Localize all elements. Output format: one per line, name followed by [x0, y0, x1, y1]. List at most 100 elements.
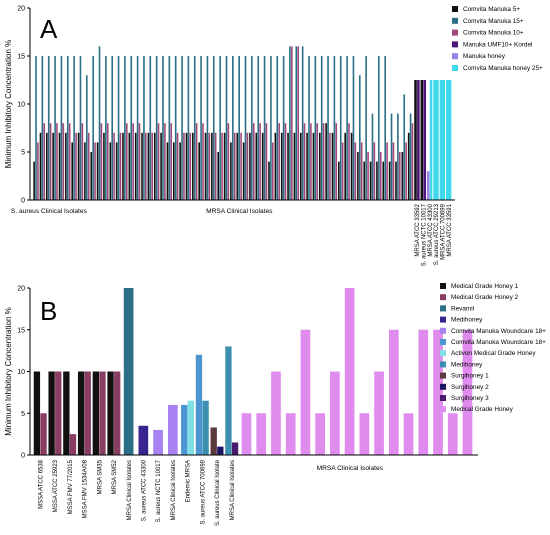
legend-entry: Comvita Manuka 10+	[463, 30, 524, 37]
x-tick-label: MRSA Clinical Isolates	[230, 460, 236, 520]
bar-medical-grade-honey-22	[359, 413, 370, 455]
bar-medical-grade-honey-16	[271, 371, 281, 455]
bar-comvita-manuka-10-35	[259, 123, 261, 200]
bar-comvita-manuka-15-43	[308, 56, 310, 200]
bar-comvita-manuka-5-8	[84, 142, 86, 200]
bar-comvita-manuka-10-53	[373, 142, 376, 200]
bar-comvita-manuka-5-30	[223, 132, 226, 200]
bar-comvita-manuka-15-32	[238, 56, 240, 200]
bar-comvita-manuka-15-57	[397, 113, 399, 200]
bar-comvita-manuka-15-6	[73, 56, 75, 200]
bar-comvita-manuka-5-27	[204, 132, 207, 200]
bar-comvita-manuka-woundcare-18-9	[167, 404, 178, 455]
bar-comvita-manuka-5-44	[312, 132, 315, 200]
x-tick-label: S. aureus ATCC 43300	[142, 459, 148, 521]
legend-swatch	[440, 383, 446, 390]
bar-surgihoney-3-13	[231, 442, 239, 455]
bar-comvita-manuka-5-58	[401, 152, 404, 200]
x-tick-label: S. aureus Clinical Isolate	[215, 459, 221, 526]
legend-entry: Medical Grade Honey 1	[451, 283, 519, 290]
bar-comvita-manuka-15-35	[257, 56, 260, 200]
bar-comvita-manuka-5-2	[46, 132, 48, 200]
bar-comvita-manuka-15-31	[232, 56, 234, 200]
bar-comvita-manuka-15-0	[35, 56, 37, 200]
bar-comvita-manuka-15-4	[60, 56, 63, 200]
legend-swatch	[440, 395, 446, 401]
bar-medical-grade-honey-28	[447, 413, 458, 455]
legend-swatch	[440, 339, 446, 345]
bar-comvita-manuka-5-37	[268, 161, 270, 200]
group-label: MRSA Clinical Isolates	[206, 208, 273, 215]
bar-medical-grade-honey-15	[256, 413, 267, 455]
legend-swatch	[440, 305, 446, 312]
bar-medical-grade-honey-2-4	[99, 371, 106, 455]
bar-comvita-manuka-10-4	[62, 123, 65, 200]
bar-comvita-manuka-5-16	[134, 132, 137, 200]
bar-comvita-manuka-10-44	[316, 123, 319, 200]
x-tick-label: MRSA ATCC 33592	[415, 203, 421, 256]
bar-comvita-manuka-15-9	[92, 56, 94, 200]
bar-comvita-manuka-10-6	[75, 132, 77, 200]
legend-entry: Comvita Manuka honey 25+	[463, 65, 543, 72]
bar-comvita-manuka-5-28	[211, 132, 213, 200]
bar-comvita-manuka-15-54	[378, 56, 380, 200]
bar-medical-grade-honey-19	[315, 413, 325, 455]
bar-comvita-manuka-10-58	[405, 142, 407, 200]
bar-manuka-honey-62	[426, 171, 430, 200]
legend-swatch	[452, 53, 458, 60]
bar-comvita-manuka-woundcare-18-11	[195, 354, 203, 455]
bar-comvita-manuka-5-38	[274, 132, 277, 200]
bar-comvita-manuka-5-40	[287, 132, 289, 200]
bar-comvita-manuka-10-30	[227, 123, 230, 200]
legend-swatch	[440, 327, 446, 334]
bar-comvita-manuka-10-11	[106, 123, 109, 200]
bar-comvita-manuka-15-42	[301, 46, 304, 201]
legend-entry: Surgihoney 1	[451, 373, 489, 380]
bar-comvita-manuka-5-59	[407, 132, 410, 200]
bar-comvita-manuka-15-38	[276, 56, 279, 200]
bar-comvita-manuka-10-50	[354, 142, 357, 200]
bar-comvita-manuka-5-19	[153, 132, 156, 200]
bar-comvita-manuka-10-52	[367, 152, 369, 200]
bar-comvita-manuka-15-15	[130, 56, 133, 200]
bar-medical-grade-honey-1-4	[92, 371, 99, 455]
bar-medihoney-13	[225, 346, 232, 455]
bar-comvita-manuka-15-16	[136, 56, 139, 200]
bar-comvita-manuka-10-18	[151, 132, 153, 200]
bar-comvita-manuka-5-51	[357, 152, 359, 200]
legend-entry: Medihoney	[451, 361, 483, 368]
bar-comvita-manuka-5-0	[33, 161, 35, 200]
bar-medical-grade-honey-1-2	[63, 371, 70, 455]
bar-comvita-manuka-10-1	[43, 123, 46, 200]
bar-comvita-manuka-10-13	[119, 132, 122, 200]
panel-b-chart: 0 5 10 15 20 Minimum Inhibitory Concentration…	[4, 283, 546, 526]
bar-comvita-manuka-15-52	[365, 56, 367, 200]
bar-comvita-manuka-10-17	[145, 132, 147, 200]
bar-comvita-manuka-15-40	[289, 46, 291, 201]
bar-comvita-manuka-15-26	[200, 56, 202, 200]
bar-comvita-manuka-15-24	[187, 56, 190, 200]
bar-comvita-manuka-5-35	[255, 132, 258, 200]
bar-comvita-manuka-10-59	[411, 123, 414, 200]
bar-comvita-manuka-10-49	[348, 123, 350, 200]
bar-comvita-manuka-5-61	[420, 80, 424, 200]
bar-comvita-manuka-15-13	[117, 56, 120, 200]
bar-comvita-manuka-15-19	[155, 56, 158, 200]
bar-comvita-manuka-10-26	[202, 123, 204, 200]
bar-comvita-manuka-15-44	[314, 56, 317, 200]
bar-comvita-manuka-5-31	[230, 142, 232, 200]
legend-swatch	[440, 294, 446, 301]
bar-comvita-manuka-10-16	[138, 123, 141, 200]
bar-medical-grade-honey-17	[285, 413, 296, 455]
bar-comvita-manuka-15-25	[193, 56, 196, 200]
x-tick-label: MRSA SM52	[112, 459, 118, 494]
y-tick-label: 5	[21, 150, 25, 157]
legend-swatch	[440, 372, 446, 379]
bar-comvita-manuka-15-23	[181, 56, 183, 200]
legend-swatch	[452, 17, 458, 24]
bar-revamil-6	[123, 288, 134, 455]
bar-comvita-manuka-10-8	[87, 132, 90, 200]
bar-comvita-manuka-10-37	[272, 142, 274, 200]
bar-comvita-manuka-10-55	[386, 142, 388, 200]
legend-swatch	[440, 316, 446, 323]
